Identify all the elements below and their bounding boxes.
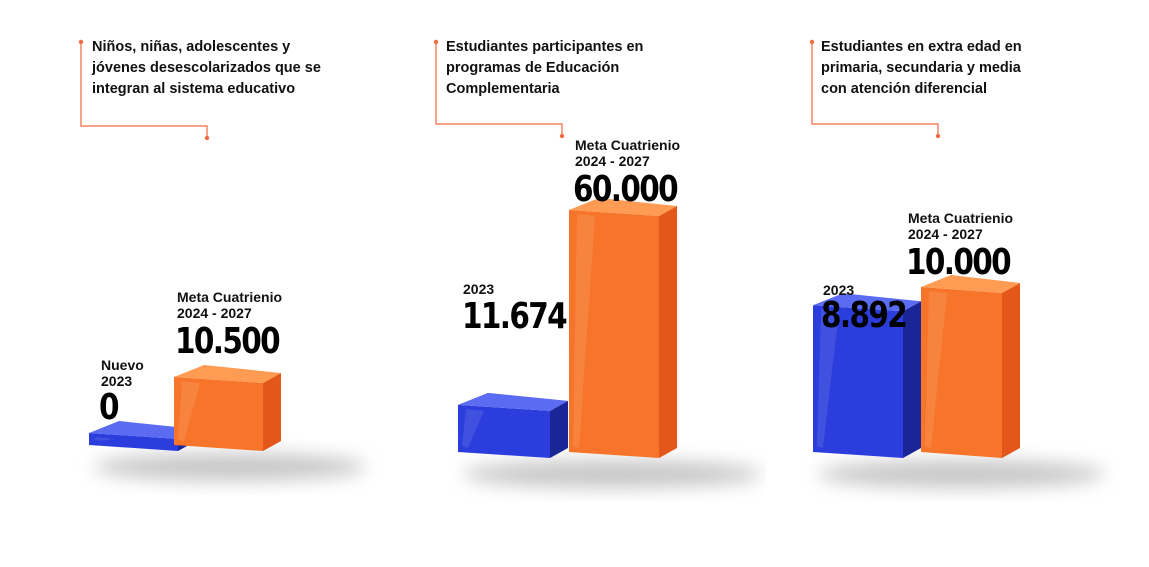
chart-panel-3: Estudiantes en extra edad en primaria, s…	[766, 0, 1149, 567]
chart-title-1: Niños, niñas, adolescentes y jóvenes des…	[92, 39, 321, 97]
bar-shadow	[818, 460, 1105, 488]
category-label-1a: Nuevo 2023	[101, 357, 144, 389]
bar-highlight	[925, 291, 947, 448]
bars-svg-1	[89, 365, 366, 481]
value-label-2b: 60.000	[573, 169, 679, 210]
bar-side-face	[263, 373, 281, 451]
bar-2023	[458, 392, 568, 458]
title-connector-3	[809, 39, 941, 139]
title-connector-2	[433, 39, 565, 139]
bar-highlight	[178, 381, 200, 441]
chart-title-2: Estudiantes participantes en programas d…	[446, 39, 644, 97]
bar-highlight	[462, 408, 484, 448]
bar-2023	[813, 293, 921, 458]
bar-meta	[174, 365, 281, 451]
category-label-3a: 2023	[823, 282, 855, 298]
bar-top-face	[921, 275, 1020, 293]
bar-meta	[569, 198, 677, 458]
bar-front-face	[921, 287, 1002, 458]
category-label-1b: Meta Cuatrienio 2024 - 2027	[177, 289, 283, 321]
bar-top-face	[813, 293, 921, 312]
bars-svg-3	[813, 275, 1105, 488]
bar-front-face	[569, 210, 659, 458]
bar-highlight	[573, 214, 595, 448]
chart-panel-2: Estudiantes participantes en programas d…	[383, 0, 766, 567]
bar-shadow	[94, 453, 366, 481]
bar-front-face	[458, 404, 550, 458]
value-label-3a: 8.892	[821, 295, 908, 336]
category-label-2a: 2023	[463, 281, 495, 297]
title-connector-1	[78, 39, 210, 141]
bar-side-face	[659, 206, 677, 458]
value-label-1b: 10.500	[175, 321, 281, 362]
value-label-1a: 0	[99, 387, 120, 428]
bar-side-face	[550, 400, 568, 458]
chart-title-3: Estudiantes en extra edad en primaria, s…	[821, 39, 1022, 97]
bar-meta	[921, 275, 1020, 458]
bar-shadow	[463, 460, 762, 488]
chart-panel-1: Niños, niñas, adolescentes y jóvenes des…	[0, 0, 383, 567]
bar-side-face	[1002, 283, 1020, 458]
value-label-3b: 10.000	[906, 242, 1012, 283]
category-label-2b: Meta Cuatrienio 2024 - 2027	[575, 137, 681, 169]
bars-svg-2	[458, 198, 762, 488]
bar-side-face	[903, 301, 921, 458]
bar-top-face	[89, 421, 196, 439]
value-label-2a: 11.674	[462, 296, 568, 337]
bar-top-face	[458, 392, 568, 411]
bar-front-face	[174, 377, 263, 451]
bar-front-face	[813, 305, 903, 458]
bar-highlight	[817, 309, 839, 448]
bar-highlight	[93, 437, 115, 441]
bar-top-face	[174, 365, 281, 383]
category-label-3b: Meta Cuatrienio 2024 - 2027	[908, 210, 1014, 242]
bar-top-face	[569, 198, 677, 216]
